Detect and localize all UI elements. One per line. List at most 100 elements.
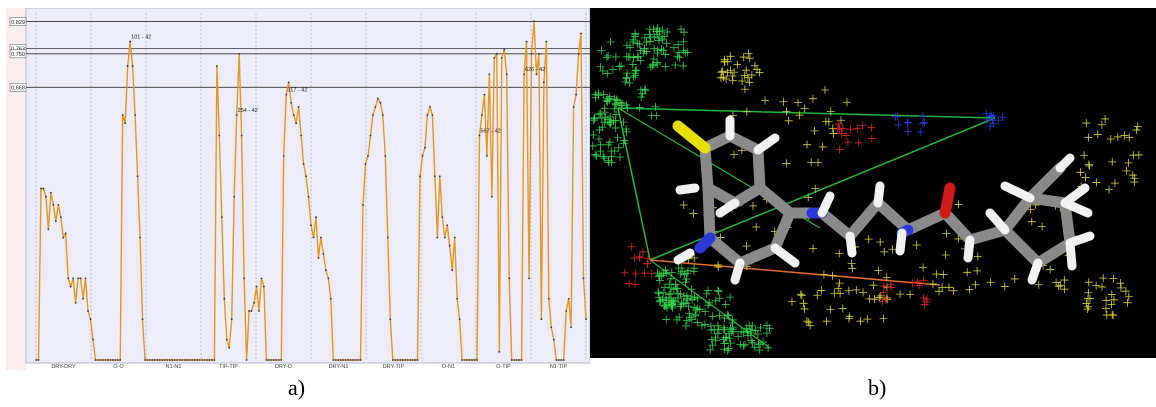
field-point <box>605 92 614 101</box>
series-point <box>154 359 156 361</box>
field-point <box>632 66 641 75</box>
series-point <box>181 359 184 361</box>
field-point <box>824 117 833 126</box>
field-point <box>631 280 640 289</box>
field-point <box>942 229 951 238</box>
field-point <box>803 140 812 149</box>
y-tick-label: 0.829 <box>11 20 25 26</box>
field-point <box>859 288 868 297</box>
field-point <box>687 315 696 324</box>
series-point <box>533 20 535 23</box>
series-point <box>575 93 577 96</box>
series-point <box>332 359 335 361</box>
field-point <box>649 25 658 34</box>
field-point <box>1080 151 1089 160</box>
field-point <box>728 72 737 81</box>
series-point <box>253 301 255 304</box>
field-point <box>610 147 619 156</box>
series-point <box>250 310 253 312</box>
field-point <box>954 234 963 243</box>
field-point <box>986 278 995 287</box>
field-point <box>662 315 671 324</box>
field-point <box>888 245 897 254</box>
series-point <box>334 359 337 361</box>
series-point <box>359 359 362 361</box>
series-point <box>347 359 350 361</box>
field-point <box>733 60 742 69</box>
peak-label: 626 - 42 <box>525 67 545 73</box>
series-point <box>186 359 189 361</box>
series-point <box>258 310 260 312</box>
series-point <box>272 359 275 361</box>
field-point <box>858 121 867 130</box>
series-point <box>386 236 389 239</box>
field-point <box>614 143 623 152</box>
field-point <box>684 266 693 275</box>
field-point <box>730 150 739 159</box>
field-point <box>640 33 649 42</box>
series-point <box>77 277 80 280</box>
field-point <box>782 107 791 116</box>
field-point <box>633 39 642 48</box>
series-point <box>362 203 364 206</box>
region-label: DRY-DRY <box>51 364 76 370</box>
field-point <box>675 53 684 62</box>
series-point <box>228 346 231 349</box>
series-point <box>466 359 468 361</box>
field-point <box>707 335 716 344</box>
series-point <box>367 154 369 157</box>
field-point <box>1113 132 1122 141</box>
series-point <box>414 359 416 361</box>
field-point <box>660 301 669 310</box>
series-point <box>421 154 424 157</box>
field-point <box>673 52 682 61</box>
series-point <box>352 359 355 361</box>
field-point <box>690 253 699 262</box>
field-point <box>637 92 646 101</box>
field-point <box>600 154 609 163</box>
field-point <box>944 283 953 292</box>
field-point <box>617 62 626 71</box>
series-point <box>463 359 466 361</box>
field-point <box>795 111 804 120</box>
region-label: DRY-TIP <box>383 364 405 370</box>
series-point <box>136 175 139 178</box>
field-point <box>681 321 690 330</box>
series-point <box>478 134 481 137</box>
field-point <box>908 279 917 288</box>
field-point <box>674 40 683 49</box>
field-point <box>627 242 636 251</box>
field-point <box>669 43 678 52</box>
field-point <box>1106 135 1115 144</box>
field-point <box>1000 282 1009 291</box>
field-point <box>611 123 620 132</box>
series-point <box>193 359 196 361</box>
series-point <box>391 359 394 361</box>
series-point <box>324 269 327 272</box>
series-point <box>40 187 42 190</box>
series-point <box>146 359 149 361</box>
field-point <box>683 48 692 57</box>
field-point <box>745 54 754 63</box>
field-point <box>756 340 765 349</box>
field-point <box>1123 298 1132 307</box>
field-point <box>820 85 829 94</box>
field-point <box>644 254 653 263</box>
field-point <box>631 71 640 80</box>
series-point <box>481 114 483 116</box>
series-point <box>238 52 241 55</box>
field-point <box>742 66 751 75</box>
series-point <box>277 359 280 361</box>
field-point <box>596 109 605 118</box>
field-point <box>1107 290 1116 299</box>
field-point <box>715 311 724 320</box>
field-point <box>869 281 878 290</box>
field-point <box>738 77 747 86</box>
peak-label: 254 - 42 <box>238 108 258 114</box>
field-point <box>1084 302 1093 311</box>
series-point <box>525 40 528 43</box>
field-point <box>726 339 735 348</box>
field-point <box>853 124 862 133</box>
field-point <box>973 252 982 261</box>
field-point <box>879 314 888 323</box>
